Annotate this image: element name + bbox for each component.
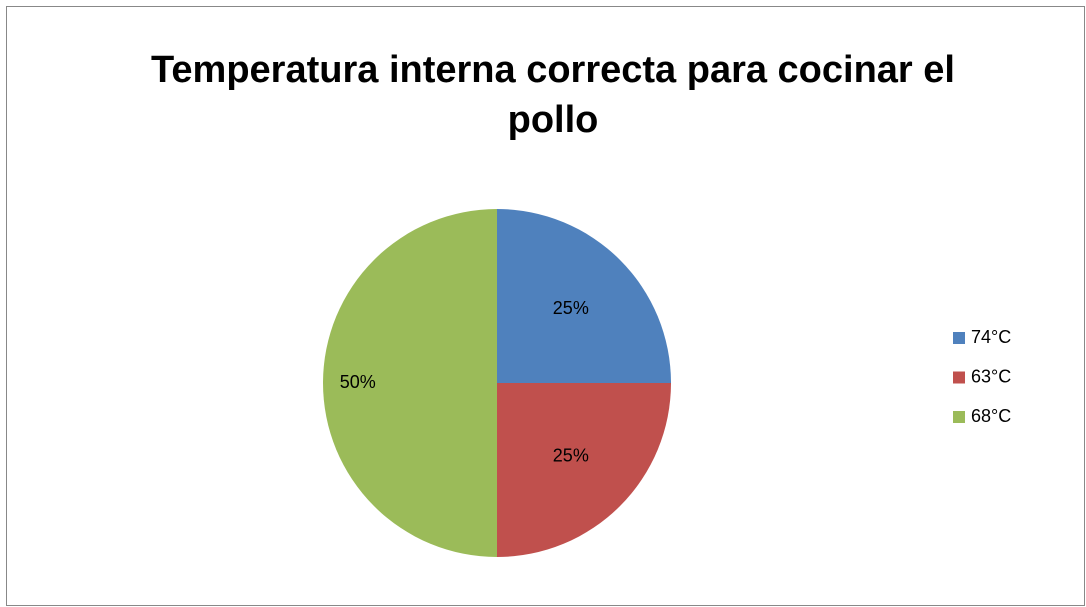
legend-label: 68°C — [971, 406, 1011, 426]
pie-slice — [497, 209, 671, 383]
pie-slice — [323, 209, 497, 557]
data-label: 50% — [340, 372, 376, 392]
legend-swatch — [953, 332, 965, 344]
legend-label: 63°C — [971, 366, 1011, 386]
data-label: 25% — [553, 446, 589, 466]
pie-slice — [497, 383, 671, 557]
legend-swatch — [953, 371, 965, 384]
data-label: 25% — [553, 298, 589, 318]
chart-title: Temperatura interna correcta para cocina… — [151, 49, 955, 141]
legend-label: 74°C — [971, 327, 1011, 347]
legend-swatch — [953, 411, 965, 423]
